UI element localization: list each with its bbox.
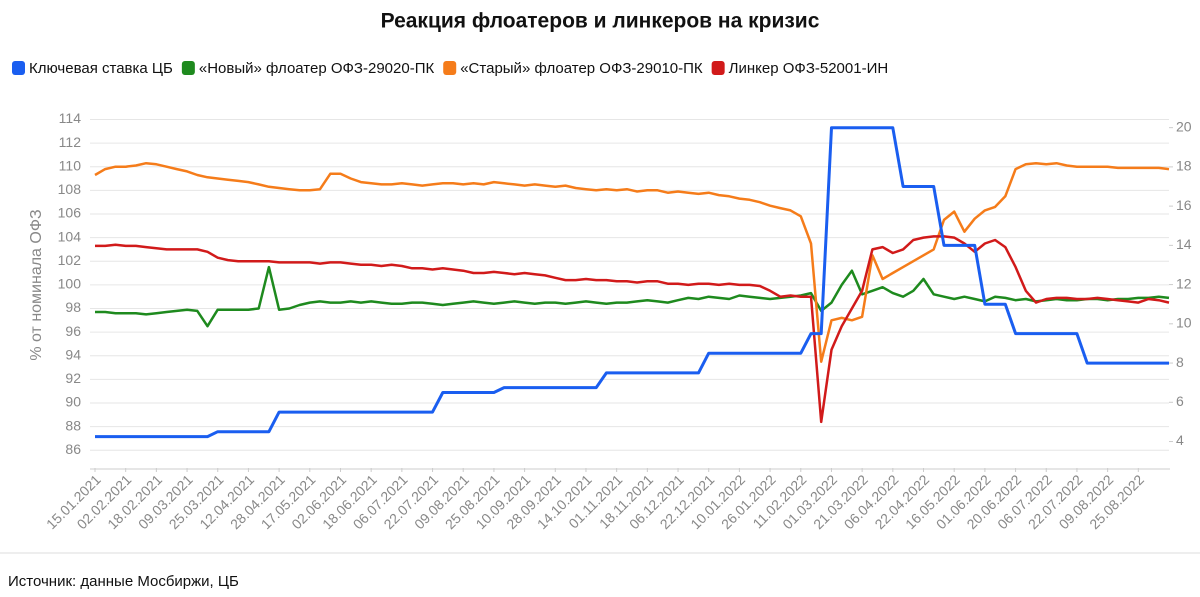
y-tick-label: 92	[65, 370, 81, 386]
legend: Ключевая ставка ЦБ «Новый» флоатер ОФЗ-29…	[12, 60, 888, 77]
source-note: Источник: данные Мосбиржи, ЦБ	[8, 573, 239, 590]
series-line	[95, 126, 1169, 439]
y-tick-label: 112	[59, 134, 82, 150]
y-tick-label: 108	[58, 181, 82, 197]
legend-swatch	[711, 61, 725, 75]
y-tick-label: 110	[59, 157, 82, 173]
y2-tick-label: 4	[1176, 432, 1184, 448]
y-axis-label: % от номинала ОФЗ	[28, 209, 45, 360]
series-line	[94, 161, 1170, 363]
y-tick-label: 96	[65, 323, 81, 339]
chart-title: Реакция флоатеров и линкеров на кризис	[381, 10, 820, 33]
y2-tick-label: 10	[1176, 315, 1192, 331]
y-tick-label: 114	[59, 110, 82, 126]
y-tick-label: 98	[65, 299, 81, 315]
series-line	[95, 235, 1170, 424]
series-line	[95, 265, 1170, 328]
legend-swatch	[12, 61, 25, 75]
legend-swatch	[443, 61, 457, 75]
y2-tick-label: 6	[1176, 393, 1184, 409]
y-tick-label: 100	[58, 276, 82, 292]
legend-label: «Новый» флоатер ОФЗ-29020-ПК	[199, 60, 435, 77]
y2-tick-label: 14	[1176, 236, 1192, 252]
y-tick-label: 86	[65, 441, 81, 457]
y2-tick-label: 12	[1176, 275, 1192, 291]
legend-label: Линкер ОФЗ-52001-ИН	[729, 60, 889, 77]
legend-label: «Старый» флоатер ОФЗ-29010-ПК	[460, 60, 703, 77]
y2-tick-label: 18	[1176, 158, 1192, 174]
legend-swatch	[181, 61, 195, 75]
y-tick-label: 102	[58, 252, 82, 268]
y-tick-label: 104	[58, 228, 82, 244]
y2-tick-label: 8	[1176, 354, 1184, 370]
y-tick-label: 88	[65, 417, 81, 433]
y-tick-label: 90	[65, 394, 81, 410]
y2-tick-label: 16	[1176, 197, 1192, 213]
y-tick-label: 106	[58, 205, 82, 221]
legend-label: Ключевая ставка ЦБ	[29, 60, 173, 77]
y-tick-label: 94	[65, 346, 81, 362]
y2-tick-label: 20	[1176, 118, 1192, 134]
